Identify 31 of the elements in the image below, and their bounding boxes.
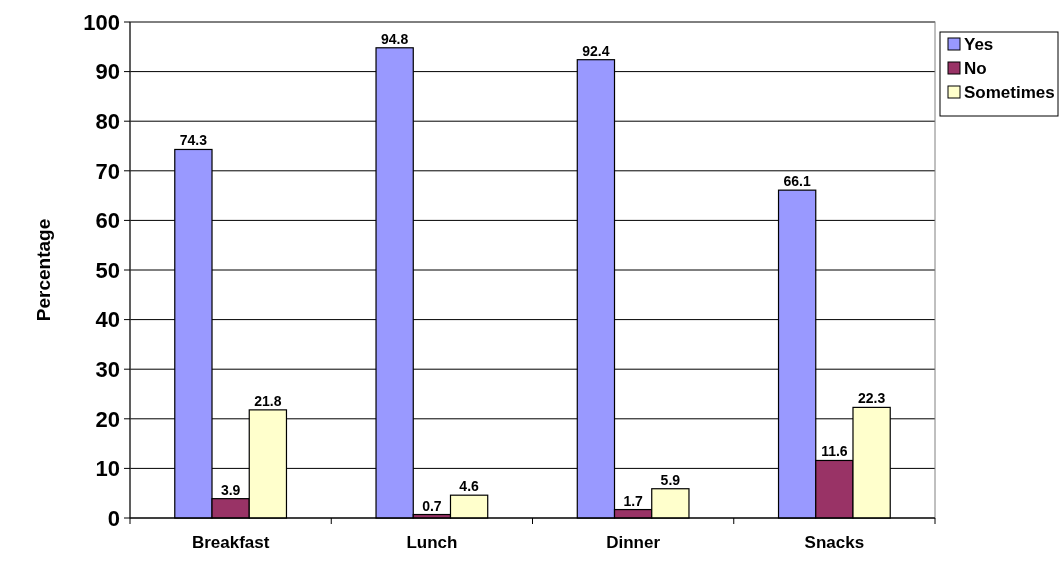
y-tick-label: 0 — [107, 505, 120, 531]
y-tick-label: 30 — [95, 356, 120, 382]
data-label: 11.6 — [821, 443, 848, 460]
x-tick-label: Dinner — [606, 533, 661, 552]
legend-label: No — [964, 58, 987, 78]
data-label: 1.7 — [623, 492, 644, 509]
x-tick-label: Snacks — [804, 533, 865, 552]
data-label: 74.3 — [179, 132, 208, 149]
y-tick-label: 40 — [95, 307, 120, 333]
data-label: 5.9 — [660, 471, 681, 488]
y-tick-label: 60 — [95, 208, 120, 234]
data-label: 3.9 — [220, 481, 241, 498]
x-tick-label: Breakfast — [191, 533, 270, 552]
legend-label: Yes — [964, 34, 994, 54]
data-label: 66.1 — [783, 173, 811, 190]
y-tick-label: 50 — [95, 257, 120, 283]
y-tick-label: 90 — [95, 59, 120, 85]
y-tick-label: 70 — [95, 158, 120, 184]
y-tick-label: 10 — [95, 456, 120, 482]
y-axis-title: Percentage — [33, 218, 54, 322]
data-label: 92.4 — [582, 42, 610, 59]
y-tick-label: 100 — [83, 9, 120, 35]
data-label: 0.7 — [422, 497, 442, 514]
data-label: 4.6 — [459, 478, 480, 495]
x-tick-label: Lunch — [406, 533, 458, 552]
data-label: 22.3 — [857, 390, 886, 407]
data-label: 21.8 — [254, 392, 282, 409]
y-tick-label: 80 — [95, 108, 120, 134]
legend-label: Sometimes — [964, 82, 1055, 102]
y-tick-label: 20 — [95, 406, 120, 432]
data-label: 94.8 — [381, 30, 409, 47]
